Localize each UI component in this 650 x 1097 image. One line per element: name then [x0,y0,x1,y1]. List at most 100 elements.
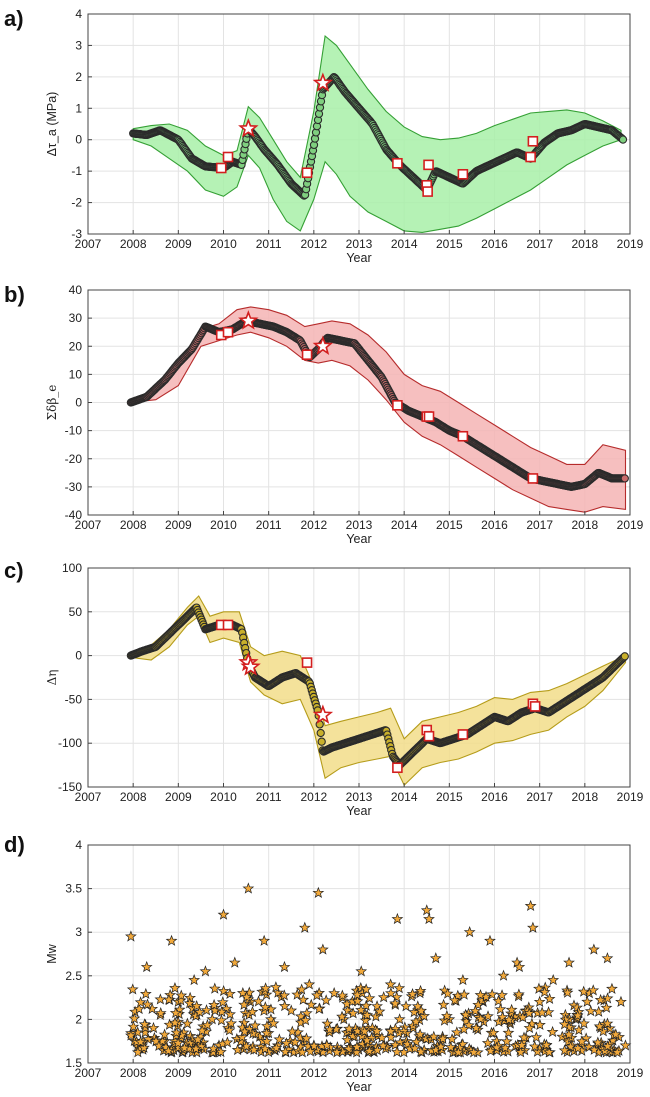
plot-a: 2007 2008 2009 2010 2011 2012 2013 2014 2015 2016… [45,7,644,265]
star-point [139,1026,152,1038]
star-point [190,999,203,1012]
x-tick-label: 2017 [526,237,553,251]
star-point [373,1005,386,1017]
star-point [572,1024,585,1036]
star-point [563,956,575,968]
star-point [188,973,201,986]
x-tick-label: 2017 [526,790,553,804]
star-point [169,1006,182,1019]
x-tick-label: 2016 [481,518,508,532]
star-point [615,995,627,1007]
star-point [496,989,508,1001]
star-point [162,1044,175,1057]
star-point [414,1028,427,1040]
y-tick-label: 30 [69,311,83,325]
star-point [224,1008,236,1020]
star-point [174,994,187,1006]
star-point [196,1024,209,1036]
star-point [469,1004,482,1017]
data-point [316,728,325,738]
star-point [410,1015,422,1027]
star-point [391,912,404,925]
star-point [587,984,600,996]
star-point [208,982,221,994]
star-point [223,1024,236,1036]
star-point [547,973,560,986]
star-point [524,899,537,912]
star-point [300,1032,313,1044]
square-marker [527,135,539,147]
star-point [511,956,523,968]
star-point [228,956,241,968]
star-point [311,989,323,1001]
square-marker [301,657,313,668]
star-point [377,1039,389,1051]
star-point [316,943,329,955]
x-tick-label: 2014 [391,790,418,804]
y-tick-label: -2 [71,196,82,210]
star-point [172,1037,184,1049]
square-marker [457,168,469,180]
star-point [240,990,253,1003]
x-tick-label: 2008 [120,518,147,532]
star-point [505,1003,518,1015]
square-marker [457,430,469,442]
x-tick-label: 2011 [256,790,282,804]
x-tick-label: 2016 [481,237,508,251]
star-point [518,1031,530,1043]
star-point [305,998,318,1010]
star-point [494,1003,507,1015]
panel-a: a) 2007 2008 2009 2010 2011 2012 2013 2014 2015 2… [4,6,644,265]
star-point [221,1036,234,1048]
star-point [397,1025,410,1037]
star-point [562,1028,575,1040]
star-point [249,1019,261,1031]
star-point [217,984,230,997]
star-point [304,1045,317,1057]
star-point [446,1033,458,1045]
x-tick-label: 2008 [120,1066,147,1080]
star-marker [238,310,259,330]
star-point [456,973,469,986]
star-point [300,1007,313,1019]
star-point [195,1040,208,1052]
square-marker [529,701,541,712]
star-point [280,1037,293,1049]
star-point [496,1011,509,1023]
star-point [138,1018,151,1030]
star-point [341,1004,354,1016]
star-point [297,993,310,1005]
star-point [260,1027,273,1039]
x-tick-label: 2011 [256,1066,282,1080]
x-tick-label: 2019 [617,1066,644,1080]
star-point [247,1043,260,1055]
star-point [523,1007,536,1019]
star-point [492,1015,505,1027]
y-tick-label: 1.5 [65,1056,82,1070]
x-tick-label: 2011 [256,237,282,251]
star-point [170,1026,183,1038]
star-point [278,989,291,1001]
uncertainty-band [130,595,627,787]
x-tick-label: 2007 [75,518,102,532]
star-point [458,1023,470,1035]
star-point [165,934,178,946]
y-tick-label: 10 [69,367,83,381]
star-point [606,982,618,994]
star-marker [312,335,334,355]
star-point [336,989,349,1001]
star-point [208,998,220,1011]
x-tick-label: 2010 [210,790,237,804]
star-point [259,1001,272,1013]
star-point [497,969,510,981]
star-point [336,1010,348,1022]
star-point [216,996,229,1008]
x-tick-label: 2019 [617,237,644,251]
x-axis-title: Year [346,804,371,818]
star-point [323,1023,336,1035]
x-tick-label: 2013 [346,518,373,532]
star-point [486,988,499,1000]
square-marker [423,730,435,742]
y-tick-label: -20 [65,452,83,466]
star-point [328,987,341,999]
